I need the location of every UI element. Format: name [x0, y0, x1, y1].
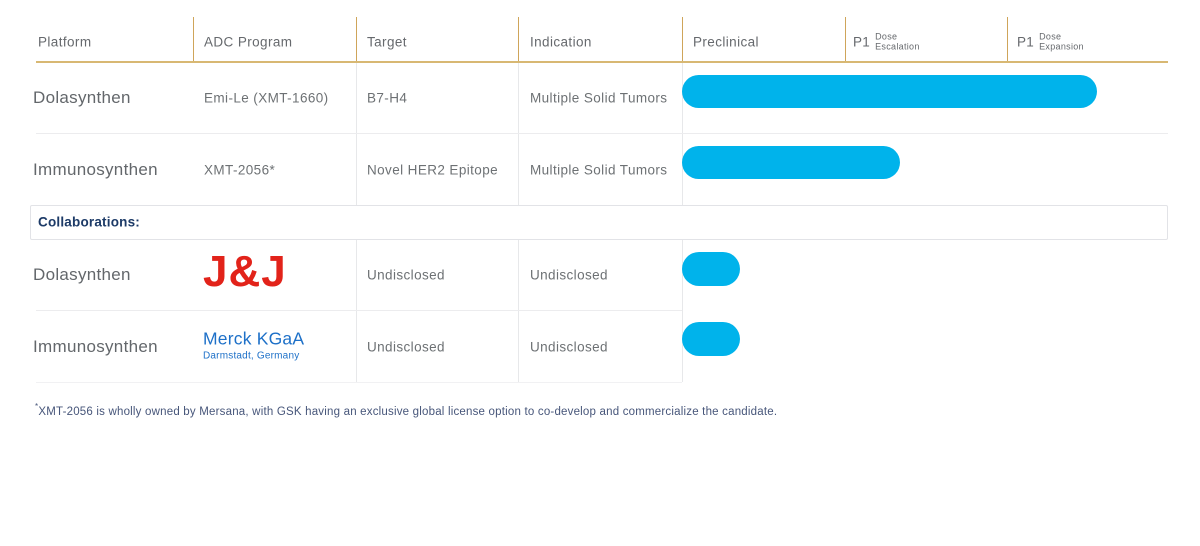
indication-cell: Multiple Solid Tumors — [530, 90, 668, 106]
header-divider — [1007, 17, 1008, 62]
collaborations-section-box — [30, 205, 1168, 240]
phase-progress-bar — [682, 322, 740, 356]
target-cell: B7-H4 — [367, 90, 408, 106]
row-divider — [36, 382, 682, 383]
header-divider — [518, 17, 519, 62]
platform-cell: Dolasynthen — [33, 88, 131, 107]
column-divider — [682, 239, 683, 382]
column-header-preclinical: Preclinical — [693, 34, 759, 50]
column-header-platform: Platform — [38, 34, 92, 50]
target-cell: Novel HER2 Epitope — [367, 162, 499, 178]
phase-line2: Expansion — [1039, 42, 1084, 52]
column-divider — [518, 63, 519, 205]
column-divider — [682, 63, 683, 205]
header-divider — [845, 17, 846, 62]
column-header-p1-dose-escalation: P1 Dose Escalation — [853, 32, 920, 53]
phase-prefix: P1 — [853, 34, 871, 50]
merck-kgaa-logo: Merck KGaA Darmstadt, Germany — [203, 329, 304, 362]
target-cell: Undisclosed — [367, 267, 445, 283]
indication-cell: Undisclosed — [530, 339, 608, 355]
footnote: *XMT-2056 is wholly owned by Mersana, wi… — [35, 402, 777, 418]
merck-logo-name: Merck KGaA — [203, 328, 305, 349]
platform-cell: Dolasynthen — [33, 265, 131, 284]
adc-program-cell: XMT-2056* — [204, 162, 276, 178]
footnote-marker: * — [35, 402, 39, 411]
platform-cell: Immunosynthen — [33, 337, 158, 356]
target-cell: Undisclosed — [367, 339, 445, 355]
phase-prefix: P1 — [1017, 34, 1035, 50]
platform-cell: Immunosynthen — [33, 160, 158, 179]
phase-line1: Dose — [875, 31, 898, 42]
header-rule — [36, 61, 1168, 63]
header-divider — [193, 17, 194, 62]
merck-logo-location: Darmstadt, Germany — [203, 350, 300, 362]
phase-progress-bar — [682, 146, 900, 179]
jnj-logo: J&J — [203, 247, 287, 296]
column-header-indication: Indication — [530, 34, 592, 50]
phase-line1: Dose — [1039, 31, 1062, 42]
adc-program-cell: Emi-Le (XMT-1660) — [204, 90, 329, 106]
phase-progress-bar — [682, 75, 1097, 108]
footnote-text: XMT-2056 is wholly owned by Mersana, wit… — [38, 406, 778, 418]
phase-progress-bar — [682, 252, 740, 286]
column-header-p1-dose-expansion: P1 Dose Expansion — [1017, 32, 1084, 53]
indication-cell: Multiple Solid Tumors — [530, 162, 668, 178]
header-divider — [682, 17, 683, 62]
column-header-adc-program: ADC Program — [204, 34, 293, 50]
column-header-target: Target — [367, 34, 407, 50]
collaborations-section-label: Collaborations: — [38, 214, 141, 230]
row-divider — [36, 310, 682, 311]
indication-cell: Undisclosed — [530, 267, 608, 283]
column-divider — [356, 63, 357, 205]
phase-line2: Escalation — [875, 42, 920, 52]
row-divider — [36, 133, 1168, 134]
header-divider — [356, 17, 357, 62]
